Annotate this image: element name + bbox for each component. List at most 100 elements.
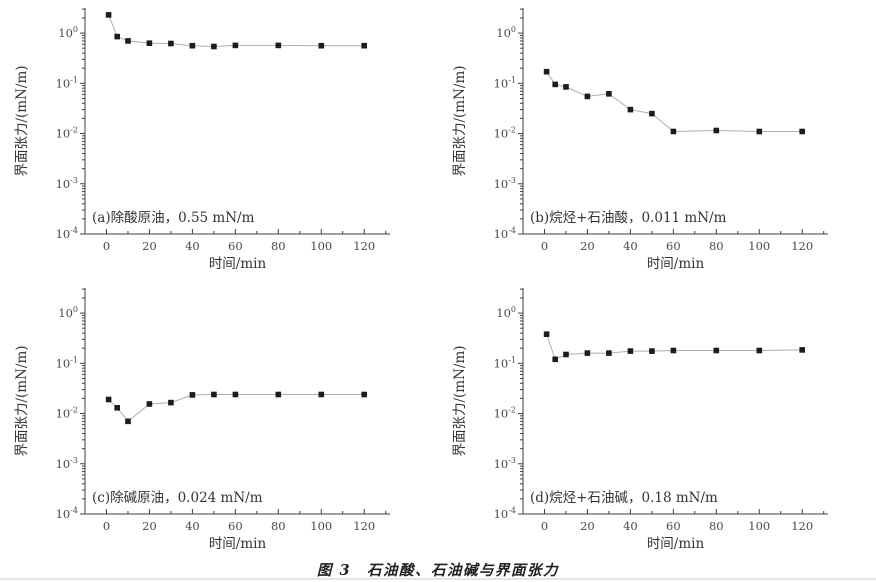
- data-point-marker: [563, 84, 569, 90]
- data-point-marker: [189, 42, 196, 49]
- data-point-marker: [168, 40, 174, 47]
- y-tick-label: 10-4: [494, 226, 516, 241]
- y-tick-label: 10-4: [56, 226, 78, 241]
- data-point-marker: [606, 91, 612, 97]
- data-point-marker: [318, 391, 325, 398]
- x-axis-label: 时间/min: [209, 536, 267, 552]
- x-tick-label: 20: [142, 519, 157, 533]
- x-tick-label: 100: [310, 239, 332, 253]
- subplot-grid: 0 20 40 60 80 100 120 100 10-1 10-2 10-3 10-4 (a)除酸原…: [14, 0, 876, 558]
- x-tick-label: 0: [541, 239, 548, 253]
- subplot-annotation: (d)烷烃+石油碱，0.18 mN/m: [530, 490, 718, 506]
- y-tick-label: 10-2: [56, 406, 78, 421]
- x-tick-label: 120: [353, 239, 375, 253]
- x-tick-label: 0: [103, 519, 110, 533]
- x-tick-label: 80: [709, 239, 724, 253]
- data-point-marker: [168, 399, 174, 406]
- x-tick-label: 80: [271, 519, 286, 533]
- data-series: [543, 68, 805, 135]
- y-ticks: 100 10-1 10-2 10-3 10-4: [56, 305, 78, 521]
- y-tick-label: 100: [496, 305, 516, 320]
- x-tick-label: 60: [666, 519, 681, 533]
- y-tick-label: 100: [58, 25, 78, 40]
- data-point-marker: [114, 33, 120, 40]
- y-tick-label: 10-3: [56, 176, 78, 191]
- data-point-marker: [361, 42, 367, 49]
- y-tick-label: 10-4: [56, 506, 78, 521]
- y-tick-label: 10-1: [56, 75, 78, 90]
- x-tick-label: 100: [748, 519, 770, 533]
- x-axis-label: 时间/min: [647, 256, 705, 272]
- chart-canvas-d: 0 20 40 60 80 100 120 100 10-1 10-2 10-3 10-4 (d)烷烃+…: [452, 288, 828, 552]
- x-tick-label: 0: [103, 239, 110, 253]
- series-line: [108, 394, 365, 423]
- subplot-b: 0 20 40 60 80 100 120 100 10-1 10-2 10-3 10-4 (b)烷烃+…: [438, 0, 876, 278]
- x-tick-label: 20: [580, 239, 595, 253]
- data-point-marker: [799, 128, 805, 135]
- data-point-marker: [756, 347, 763, 354]
- data-series: [105, 12, 367, 50]
- data-point-marker: [713, 347, 720, 354]
- y-tick-label: 10-2: [56, 126, 78, 141]
- data-point-marker: [146, 40, 153, 46]
- data-point-marker: [543, 68, 550, 75]
- x-tick-label: 100: [748, 239, 770, 253]
- subplot-d: 0 20 40 60 80 100 120 100 10-1 10-2 10-3 10-4 (d)烷烃+…: [438, 280, 876, 558]
- x-axis-label: 时间/min: [209, 256, 267, 272]
- data-point-marker: [649, 348, 655, 354]
- x-tick-label: 20: [142, 239, 157, 253]
- data-point-marker: [649, 110, 655, 117]
- data-point-marker: [606, 350, 612, 356]
- data-series: [105, 391, 367, 425]
- data-point-marker: [627, 106, 634, 113]
- data-point-marker: [713, 127, 720, 134]
- x-tick-label: 120: [791, 239, 813, 253]
- x-tick-label: 80: [709, 519, 724, 533]
- x-tick-label: 80: [271, 239, 286, 253]
- data-point-marker: [114, 405, 120, 411]
- data-point-marker: [275, 42, 282, 49]
- y-tick-label: 10-1: [494, 75, 516, 90]
- y-axis-label: 界面张力/(mN/m): [14, 65, 30, 176]
- data-point-marker: [189, 392, 196, 398]
- subplot-annotation: (c)除碱原油，0.024 mN/m: [92, 490, 263, 506]
- data-point-marker: [125, 38, 131, 44]
- axes: [518, 8, 828, 235]
- chart-canvas-a: 0 20 40 60 80 100 120 100 10-1 10-2 10-3 10-4 (a)除酸原…: [14, 8, 390, 272]
- data-point-marker: [361, 391, 367, 398]
- subplot-annotation: (a)除酸原油，0.55 mN/m: [92, 210, 255, 226]
- y-axis-label: 界面张力/(mN/m): [14, 345, 30, 456]
- y-tick-label: 10-2: [494, 406, 516, 421]
- x-ticks: 0 20 40 60 80 100 120: [103, 519, 375, 533]
- data-point-marker: [318, 42, 325, 49]
- data-point-marker: [563, 351, 569, 358]
- figure-caption: 图 3 石油酸、石油碱与界面张力: [316, 562, 560, 579]
- data-point-marker: [211, 43, 217, 50]
- data-point-marker: [275, 391, 282, 398]
- data-series: [543, 331, 805, 363]
- y-tick-label: 10-1: [56, 355, 78, 370]
- x-ticks: 0 20 40 60 80 100 120: [541, 239, 813, 253]
- axes: [80, 8, 390, 235]
- x-tick-label: 120: [353, 519, 375, 533]
- x-tick-label: 60: [228, 239, 243, 253]
- data-point-marker: [670, 128, 677, 135]
- axes: [518, 288, 828, 515]
- y-axis-label: 界面张力/(mN/m): [452, 345, 468, 456]
- y-ticks: 100 10-1 10-2 10-3 10-4: [494, 25, 516, 241]
- page-bottom-rule: [0, 578, 876, 580]
- data-point-marker: [799, 347, 805, 353]
- data-point-marker: [627, 348, 634, 354]
- y-tick-label: 100: [496, 25, 516, 40]
- axes: [80, 288, 390, 515]
- y-ticks: 100 10-1 10-2 10-3 10-4: [494, 305, 516, 521]
- data-point-marker: [584, 350, 591, 356]
- x-tick-label: 40: [185, 239, 200, 253]
- x-tick-label: 20: [580, 519, 595, 533]
- data-point-marker: [211, 391, 217, 398]
- x-tick-label: 60: [228, 519, 243, 533]
- data-point-marker: [105, 396, 112, 403]
- data-point-marker: [552, 356, 558, 363]
- y-tick-label: 10-3: [494, 456, 516, 471]
